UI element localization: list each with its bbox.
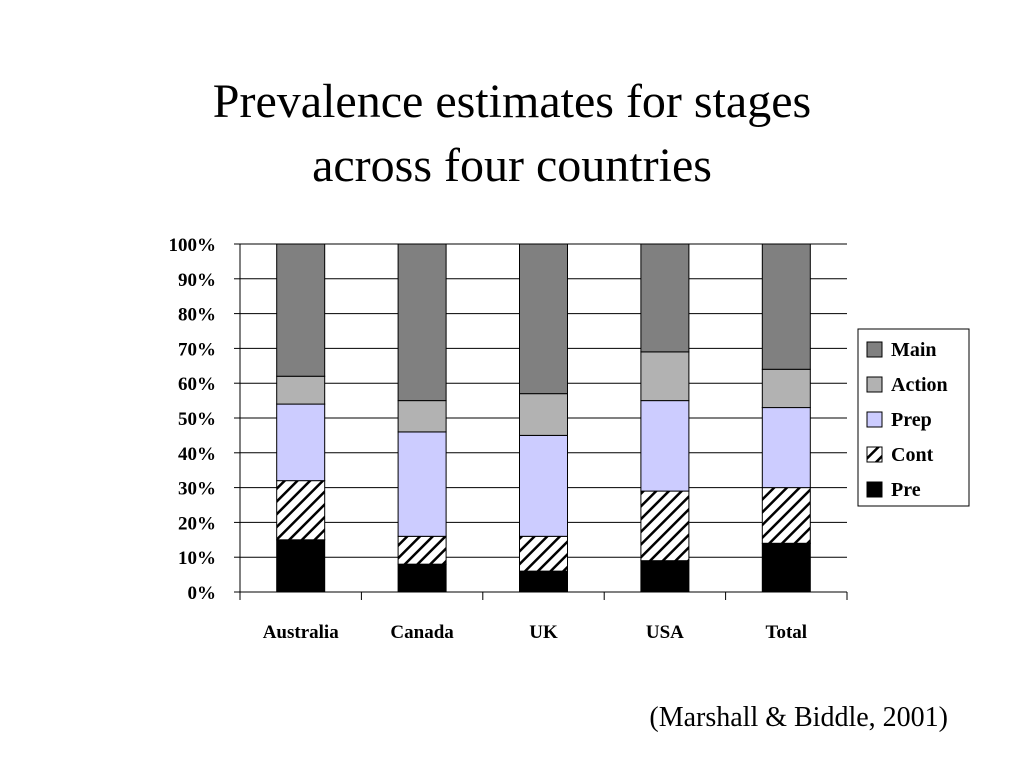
bar-segment-pre-canada: [397, 563, 447, 593]
y-tick-label: 100%: [169, 235, 217, 256]
y-tick-label: 40%: [178, 444, 216, 465]
citation: (Marshall & Biddle, 2001): [649, 702, 948, 733]
bar-segment-prep-australia: [276, 403, 326, 482]
category-labels: Australia Canada UK USA Total: [263, 622, 807, 643]
legend: Main Action Prep Cont Pre: [857, 328, 970, 507]
slide-title: Prevalence estimates for stages across f…: [0, 70, 1024, 198]
bar-segment-cont-australia: [276, 480, 326, 541]
axes: [234, 243, 848, 600]
legend-swatch-cont: [866, 446, 883, 463]
y-tick-label: 80%: [178, 305, 216, 326]
bar-segment-prep-total: [761, 407, 811, 489]
x-category-label: Total: [766, 622, 808, 643]
bar-segment-main-uk: [519, 243, 568, 395]
bar-segment-action-uk: [519, 393, 568, 436]
y-tick-label: 20%: [178, 513, 216, 534]
x-category-label: Canada: [390, 622, 454, 643]
y-tick-label: 70%: [178, 339, 216, 360]
legend-label-action: Action: [891, 374, 948, 396]
y-tick-label: 10%: [178, 548, 216, 569]
legend-swatch-prep: [866, 411, 883, 428]
bar-segment-main-total: [761, 243, 811, 370]
bar-segment-cont-total: [761, 487, 811, 544]
bar-segment-action-australia: [276, 375, 326, 405]
bar-segment-main-canada: [397, 243, 447, 402]
y-tick-labels: 0% 10% 20% 30% 40% 50% 60% 70% 80% 90% 100%: [169, 235, 217, 604]
y-tick-label: 90%: [178, 270, 216, 291]
legend-label-cont: Cont: [891, 444, 934, 466]
bar-segment-pre-australia: [276, 539, 326, 593]
x-category-label: UK: [529, 622, 558, 643]
y-tick-label: 50%: [178, 409, 216, 430]
title-line-1: Prevalence estimates for stages: [212, 75, 812, 128]
bar-segment-action-canada: [397, 400, 447, 433]
bar-segment-action-usa: [640, 351, 690, 402]
legend-label-prep: Prep: [891, 409, 932, 431]
bar-segment-action-total: [761, 368, 811, 409]
bar-segment-cont-uk: [519, 535, 568, 572]
bar-segment-main-australia: [276, 243, 326, 377]
bars: [276, 243, 811, 593]
x-category-label: USA: [646, 622, 684, 643]
legend-swatch-main: [866, 341, 883, 358]
legend-swatch-action: [866, 376, 883, 393]
bar-segment-pre-total: [761, 542, 811, 593]
bar-segment-pre-usa: [640, 560, 690, 593]
legend-swatch-pre: [866, 481, 883, 498]
y-tick-label: 0%: [188, 583, 217, 604]
x-category-label: Australia: [263, 622, 340, 643]
y-tick-label: 30%: [178, 479, 216, 500]
bar-segment-prep-canada: [397, 431, 447, 537]
legend-label-pre: Pre: [891, 479, 921, 501]
bar-segment-pre-uk: [519, 570, 568, 593]
y-tick-label: 60%: [178, 374, 216, 395]
bar-segment-prep-uk: [519, 434, 568, 537]
bar-segment-main-usa: [640, 243, 690, 353]
bar-segment-prep-usa: [640, 400, 690, 492]
title-line-2: across four countries: [312, 139, 712, 192]
legend-label-main: Main: [891, 339, 937, 361]
bar-segment-cont-canada: [397, 535, 447, 565]
bar-segment-cont-usa: [640, 490, 690, 562]
